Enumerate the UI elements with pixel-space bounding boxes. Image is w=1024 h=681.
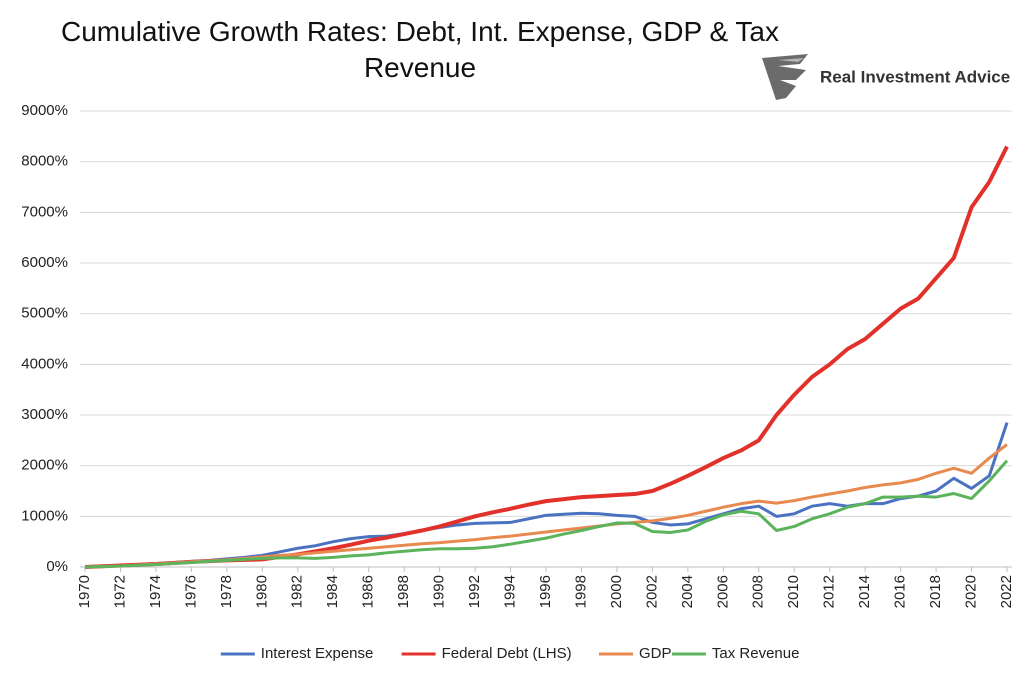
x-tick-label: 2018 (927, 575, 944, 608)
x-tick-label: 1982 (289, 575, 306, 608)
x-tick-label: 1972 (111, 575, 128, 608)
y-tick-label: 8000% (21, 153, 68, 170)
x-tick-label: 2000 (608, 575, 625, 608)
y-tick-label: 5000% (21, 305, 68, 322)
x-tick-label: 2004 (679, 575, 696, 608)
x-tick-label: 1974 (147, 575, 164, 608)
x-tick-label: 1980 (253, 575, 270, 608)
legend-label: Tax Revenue (712, 645, 800, 662)
y-tick-label: 2000% (21, 457, 68, 474)
x-tick-label: 1988 (395, 575, 412, 608)
chart-title: Cumulative Growth Rates: Debt, Int. Expe… (61, 16, 779, 83)
y-tick-label: 9000% (21, 102, 68, 119)
x-tick-label: 1992 (466, 575, 483, 608)
x-tick-label: 1996 (537, 575, 554, 608)
y-tick-label: 7000% (21, 203, 68, 220)
y-tick-label: 1000% (21, 507, 68, 524)
brand: Real Investment Advice (820, 67, 1010, 86)
series-line (84, 422, 1009, 569)
y-tick-label: 4000% (21, 355, 68, 372)
x-tick-label: 1970 (76, 575, 93, 608)
x-tick-label: 2022 (998, 575, 1015, 608)
y-tick-label: 6000% (21, 254, 68, 271)
x-tick-label: 2008 (750, 575, 767, 608)
x-tick-label: 1998 (572, 575, 589, 608)
x-tick-label: 2012 (821, 575, 838, 608)
y-tick-label: 3000% (21, 406, 68, 423)
x-tick-label: 2014 (856, 575, 873, 608)
series-line (84, 459, 1009, 569)
x-tick-label: 1994 (502, 575, 519, 608)
x-tick-label: 1978 (218, 575, 235, 608)
legend-label: Interest Expense (261, 645, 374, 662)
x-tick-label: 2006 (714, 575, 731, 608)
logo-icon (762, 54, 808, 100)
x-tick-label: 2016 (892, 575, 909, 608)
x-tick-label: 2020 (963, 575, 980, 608)
legend-label: GDP (639, 645, 672, 662)
y-tick-label: 0% (46, 558, 68, 575)
legend: Interest Expense Federal Debt (LHS) GDP Tax… (220, 645, 800, 662)
legend-label: Federal Debt (LHS) (442, 645, 572, 662)
x-tick-label: 2002 (643, 575, 660, 608)
x-tick-label: 1990 (431, 575, 448, 608)
x-tick-label: 1986 (360, 575, 377, 608)
series-line (84, 443, 1008, 569)
x-tick-label: 2010 (785, 575, 802, 608)
x-tick-label: 1976 (182, 575, 199, 608)
x-tick-label: 1984 (324, 575, 341, 608)
